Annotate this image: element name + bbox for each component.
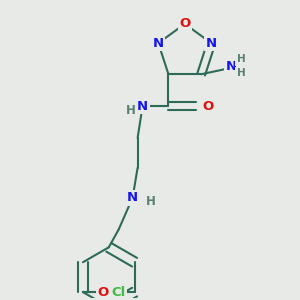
Text: H: H [126,103,136,117]
Text: N: N [206,37,217,50]
Text: H: H [146,195,155,208]
Text: N: N [226,60,237,73]
Text: N: N [153,37,164,50]
Text: N: N [127,191,138,204]
Text: O: O [97,286,108,298]
Text: O: O [179,17,190,30]
Text: H: H [237,68,245,78]
Text: N: N [137,100,148,112]
Text: Cl: Cl [112,286,126,298]
Text: H: H [237,54,245,64]
Text: O: O [202,100,214,112]
